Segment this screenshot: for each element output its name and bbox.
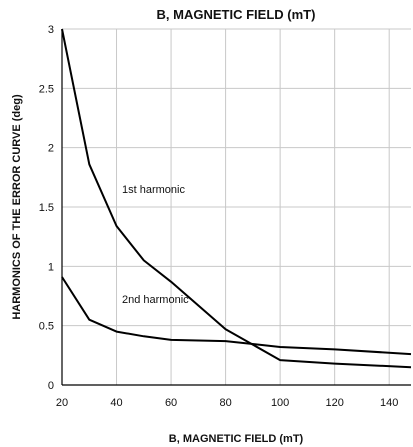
y-axis-label: HARMONICS OF THE ERROR CURVE (deg): [11, 94, 23, 320]
y-tick-label: 0.5: [39, 321, 54, 333]
x-tick-label: 80: [219, 397, 231, 409]
axes: [61, 29, 411, 386]
y-tick-label: 0: [48, 380, 54, 392]
x-tick-label: 60: [165, 397, 177, 409]
series-annotation-1: 1st harmonic: [122, 184, 185, 196]
chart-title: B, MAGNETIC FIELD (mT): [157, 7, 316, 22]
x-tick-label: 120: [325, 397, 343, 409]
x-tick-label: 40: [110, 397, 122, 409]
y-tick-label: 2: [48, 143, 54, 155]
x-tick-label: 20: [56, 397, 68, 409]
grid: [62, 28, 411, 385]
x-tick-labels: 20 40 60 80 100 120 140: [56, 397, 398, 409]
x-tick-label: 100: [271, 397, 289, 409]
x-axis-label: B, MAGNETIC FIELD (mT): [169, 433, 304, 445]
series-annotation-2: 2nd harmonic: [122, 294, 189, 306]
annotations: 1st harmonic 2nd harmonic: [122, 184, 189, 306]
y-tick-label: 3: [48, 24, 54, 36]
series-lines: [61, 28, 412, 369]
series-line-2: [61, 276, 412, 356]
y-tick-label: 1: [48, 261, 54, 273]
x-tick-label: 140: [380, 397, 398, 409]
y-tick-label: 1.5: [39, 202, 54, 214]
series-line-1: [61, 28, 412, 369]
y-tick-label: 2.5: [39, 83, 54, 95]
y-tick-labels: 0 0.5 1 1.5 2 2.5 3: [39, 24, 54, 392]
